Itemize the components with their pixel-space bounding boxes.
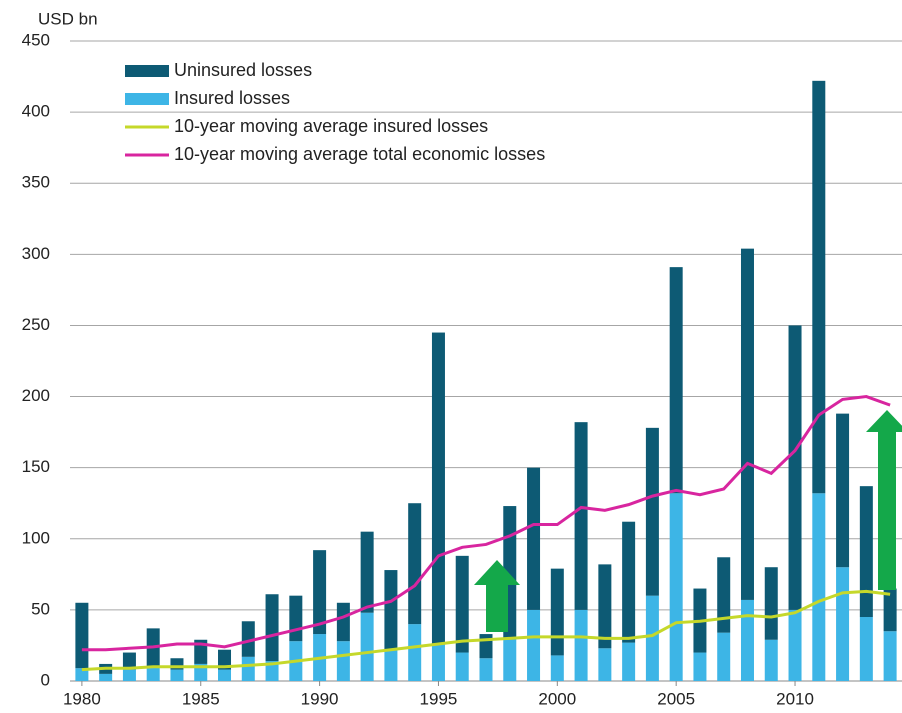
legend-swatch (125, 65, 169, 77)
x-tick-label: 1985 (182, 689, 220, 708)
bar (218, 649, 232, 670)
bar (669, 493, 683, 681)
bar (336, 641, 350, 681)
bar (740, 599, 754, 681)
arrow (866, 410, 902, 590)
bar (384, 570, 398, 650)
bar (622, 642, 636, 681)
bar (431, 332, 445, 645)
bar (764, 567, 778, 640)
x-tick-label: 2000 (538, 689, 576, 708)
bar (836, 413, 850, 568)
bar (574, 422, 588, 610)
bar (645, 595, 659, 681)
bar (598, 564, 612, 649)
y-tick-label: 50 (31, 599, 50, 618)
arrow (474, 560, 520, 632)
x-tick-label: 2010 (776, 689, 814, 708)
bar (669, 267, 683, 494)
bar (122, 669, 136, 681)
bar (336, 602, 350, 642)
bar (812, 80, 826, 494)
bar (859, 617, 873, 681)
y-tick-label: 0 (41, 670, 50, 689)
bar (218, 669, 232, 681)
bar (170, 669, 184, 681)
legend-label: Uninsured losses (174, 60, 312, 80)
bar (812, 493, 826, 681)
bar (836, 567, 850, 681)
y-axis-label: USD bn (38, 9, 98, 28)
y-tick-label: 150 (22, 457, 50, 476)
bar (645, 427, 659, 596)
bar (717, 632, 731, 681)
bar (622, 521, 636, 643)
bar (408, 503, 422, 625)
legend-swatch (125, 93, 169, 105)
bar (265, 594, 279, 662)
bar (527, 467, 541, 610)
bar (265, 661, 279, 681)
line (81, 589, 891, 672)
bar (693, 652, 707, 681)
y-tick-label: 350 (22, 173, 50, 192)
bar (99, 673, 113, 681)
bar (408, 624, 422, 681)
bar (360, 531, 374, 613)
bar (75, 602, 89, 669)
y-tick-label: 200 (22, 386, 50, 405)
bar (883, 631, 897, 681)
bar (503, 638, 517, 681)
bar (75, 668, 89, 681)
bar (431, 644, 445, 681)
legend-label: Insured losses (174, 88, 290, 108)
y-tick-label: 400 (22, 102, 50, 121)
bar (859, 486, 873, 617)
bar (788, 325, 802, 610)
bar (550, 655, 564, 681)
bar (883, 588, 897, 632)
x-tick-label: 2005 (657, 689, 695, 708)
bar (455, 652, 469, 681)
bar (241, 656, 255, 681)
y-tick-label: 100 (22, 528, 50, 547)
bar (241, 621, 255, 657)
bar (313, 550, 327, 635)
bar (550, 568, 564, 656)
x-tick-label: 1995 (420, 689, 458, 708)
bar (455, 555, 469, 653)
bar (574, 609, 588, 681)
bar (717, 557, 731, 633)
bar (479, 658, 493, 681)
legend-label: 10-year moving average insured losses (174, 116, 488, 136)
bar (122, 652, 136, 670)
y-tick-label: 300 (22, 244, 50, 263)
bar (527, 609, 541, 681)
bar (146, 666, 160, 681)
grid (70, 40, 902, 686)
legend-label: 10-year moving average total economic lo… (174, 144, 545, 164)
bar (360, 612, 374, 681)
bar (479, 634, 493, 659)
bar (289, 595, 303, 642)
plot-area (75, 80, 897, 681)
bar (740, 248, 754, 600)
x-tick-label: 1990 (301, 689, 339, 708)
legend: Uninsured losses Insured losses 10-year mo… (125, 60, 545, 164)
bar (788, 609, 802, 681)
bar (170, 658, 184, 670)
x-tick-label: 1980 (63, 689, 101, 708)
line (81, 395, 891, 652)
bar (384, 649, 398, 681)
y-tick-label: 250 (22, 315, 50, 334)
y-tick-label: 450 (22, 30, 50, 49)
bar (764, 639, 778, 681)
bar (598, 648, 612, 681)
